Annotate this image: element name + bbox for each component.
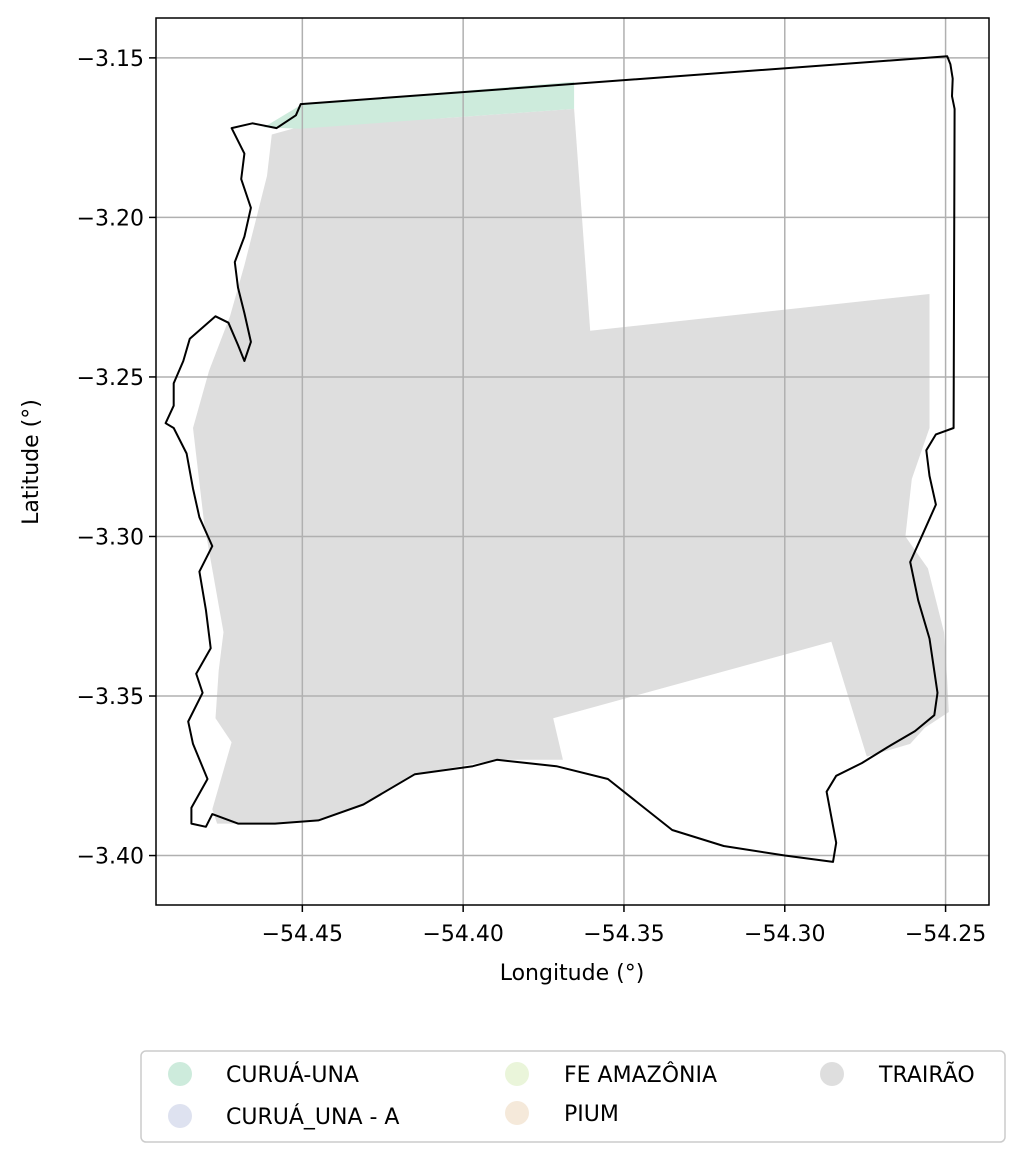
legend-label-curua-una-a: CURUÁ_UNA - A [226,1104,400,1130]
x-tick-label: −54.40 [422,922,503,947]
x-tick-label: −54.25 [905,922,986,947]
legend-marker-trairao [820,1062,844,1086]
x-ticks: −54.45 −54.40 −54.35 −54.30 −54.25 [262,905,986,947]
legend: CURUÁ-UNA CURUÁ_UNA - A FE AMAZÔNIA PIUM… [140,1050,1006,1143]
legend-label-pium: PIUM [564,1102,619,1127]
legend-marker-fe-amazonia [505,1062,529,1086]
legend-marker-curua-una-a [168,1104,192,1128]
y-tick-label: −3.40 [77,845,144,870]
grid-layer [156,18,989,905]
y-ticks: −3.15 −3.20 −3.25 −3.30 −3.35 −3.40 [77,47,156,870]
legend-marker-curua-una [168,1062,192,1086]
axes-frame [155,17,990,906]
legend-label-fe-amazonia: FE AMAZÔNIA [564,1062,717,1088]
regions-layer [193,81,949,824]
region-curu-una [263,81,575,129]
y-tick-label: −3.20 [77,206,144,231]
boundary-layer [164,55,956,863]
x-tick-label: −54.35 [583,922,664,947]
x-axis-label: Longitude (°) [500,961,645,986]
x-tick-label: −54.30 [744,922,825,947]
x-tick-label: −54.45 [262,922,343,947]
legend-label-trairao: TRAIRÃO [878,1061,975,1088]
municipality-boundary [164,55,956,863]
y-tick-label: −3.35 [77,685,144,710]
region-trair-o [193,108,949,824]
y-tick-label: −3.25 [77,366,144,391]
y-tick-label: −3.30 [77,525,144,550]
legend-box [140,1050,1006,1143]
y-tick-label: −3.15 [77,47,144,72]
y-axis-label: Latitude (°) [19,399,44,525]
legend-label-curua-una: CURUÁ-UNA [226,1062,359,1088]
legend-marker-pium [505,1101,529,1125]
